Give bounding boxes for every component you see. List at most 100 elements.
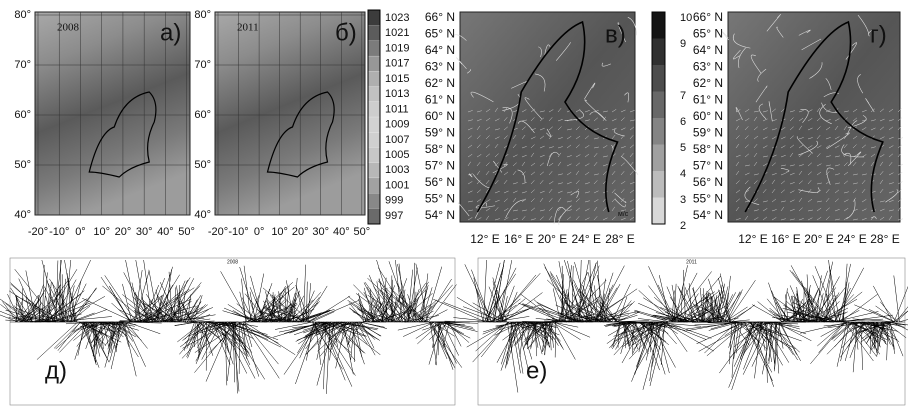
- lat-label: 63° N: [693, 60, 723, 74]
- colorbar-band: [368, 26, 380, 41]
- plot-year: 2011: [686, 259, 697, 265]
- lon-label: 20°: [292, 226, 309, 238]
- colorbar-band: [652, 145, 665, 172]
- colorbar-label: 1015: [385, 73, 409, 85]
- lon-label: 30°: [136, 226, 153, 238]
- colorbar-label: 9: [680, 38, 686, 50]
- colorbar-band: [652, 118, 665, 145]
- panel-label: е): [526, 357, 547, 384]
- colorbar-label: 2: [680, 220, 686, 232]
- colorbar-band: [368, 209, 380, 224]
- colorbar-band: [652, 39, 665, 66]
- plot-year: 2008: [227, 259, 238, 265]
- colorbar-label: 1013: [385, 88, 409, 100]
- colorbar-label: 1019: [385, 42, 409, 54]
- colorbar-band: [368, 193, 380, 208]
- lon-label: 30°: [312, 226, 329, 238]
- lon-label: 40°: [333, 226, 350, 238]
- colorbar-label: 10: [680, 12, 692, 24]
- colorbar-label: 997: [385, 210, 403, 222]
- lat-label: 55° N: [425, 192, 455, 206]
- colorbar-band: [368, 178, 380, 193]
- lat-label: 60° N: [693, 109, 723, 123]
- colorbar-band: [368, 41, 380, 56]
- lon-label: -20°: [28, 226, 48, 238]
- panel-label: б): [335, 19, 357, 46]
- panel-label: г): [870, 21, 887, 48]
- colorbar-label: 7: [680, 90, 686, 102]
- lat-label: 60°: [194, 109, 211, 121]
- lat-label: 65° N: [693, 27, 723, 41]
- lat-label: 50°: [14, 159, 31, 171]
- colorbar-band: [368, 163, 380, 178]
- colorbar-band: [652, 198, 665, 225]
- colorbar-band: [368, 102, 380, 117]
- lon-label: 16° E: [504, 232, 533, 246]
- lat-label: 50°: [194, 159, 211, 171]
- lon-label: -10°: [49, 226, 69, 238]
- lat-label: 59° N: [693, 126, 723, 140]
- lon-label: 40°: [157, 226, 174, 238]
- lon-label: 12° E: [738, 232, 767, 246]
- colorbar-label: 5: [680, 142, 686, 154]
- lat-label: 56° N: [425, 175, 455, 189]
- lat-label: 61° N: [425, 93, 455, 107]
- colorbar-band: [368, 132, 380, 147]
- colorbar-label: 4: [680, 168, 686, 180]
- colorbar-band: [368, 56, 380, 71]
- colorbar-label: 999: [385, 195, 403, 207]
- lat-label: 65° N: [425, 27, 455, 41]
- lat-label: 80°: [14, 9, 31, 21]
- lat-label: 64° N: [425, 43, 455, 57]
- lat-label: 64° N: [693, 43, 723, 57]
- lon-label: 20° E: [804, 232, 833, 246]
- colorbar-label: 1005: [385, 149, 409, 161]
- lon-label: 20°: [115, 226, 132, 238]
- lon-label: 10°: [93, 226, 110, 238]
- lon-label: 50°: [354, 226, 371, 238]
- lat-label: 54° N: [693, 208, 723, 222]
- colorbar-band: [652, 65, 665, 92]
- lat-label: 61° N: [693, 93, 723, 107]
- colorbar-band: [368, 148, 380, 163]
- lat-label: 40°: [14, 209, 31, 221]
- lon-label: 28° E: [605, 232, 634, 246]
- colorbar-label: 1021: [385, 27, 409, 39]
- colorbar-band: [652, 171, 665, 198]
- lon-label: 16° E: [771, 232, 800, 246]
- lon-label: -20°: [208, 226, 228, 238]
- lon-label: 50°: [178, 226, 195, 238]
- panel-label: д): [45, 357, 67, 384]
- figure: 80°70°60°50°40°-20°-10°0°10°20°30°40°50°…: [0, 0, 908, 407]
- colorbar-label: 1001: [385, 179, 409, 191]
- lon-label: 28° E: [870, 232, 899, 246]
- lon-label: 24° E: [837, 232, 866, 246]
- map-year: 2011: [237, 22, 259, 34]
- lon-label: 20° E: [538, 232, 567, 246]
- colorbar-label: 1007: [385, 134, 409, 146]
- lon-label: 0°: [75, 226, 86, 238]
- lat-label: 62° N: [693, 76, 723, 90]
- lon-label: -10°: [228, 226, 248, 238]
- lon-label: 12° E: [470, 232, 499, 246]
- colorbar-band: [368, 117, 380, 132]
- lat-label: 80°: [194, 9, 211, 21]
- colorbar-label: 1023: [385, 12, 409, 24]
- lon-label: 10°: [271, 226, 288, 238]
- colorbar-label: 1017: [385, 58, 409, 70]
- lat-label: 66° N: [693, 10, 723, 24]
- lat-label: 54° N: [425, 208, 455, 222]
- colorbar-label: 1011: [385, 103, 409, 115]
- map-year: 2008: [57, 22, 80, 34]
- panel-label: в): [605, 21, 626, 48]
- unit-label: м/с: [618, 211, 629, 218]
- lat-label: 57° N: [425, 159, 455, 173]
- colorbar-band: [368, 11, 380, 26]
- lat-label: 59° N: [425, 126, 455, 140]
- panel-label: а): [160, 19, 181, 46]
- lat-label: 66° N: [425, 10, 455, 24]
- lat-label: 58° N: [425, 142, 455, 156]
- colorbar-band: [368, 71, 380, 86]
- lat-label: 56° N: [693, 175, 723, 189]
- lon-label: 24° E: [572, 232, 601, 246]
